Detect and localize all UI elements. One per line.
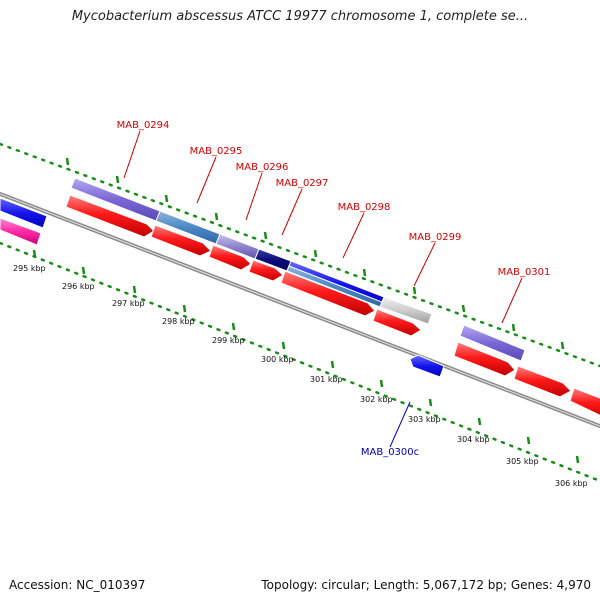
backbone-line [0,193,600,427]
tick-mark [477,417,482,426]
cds-arrow[interactable] [453,341,516,377]
leader-line [413,242,436,287]
gene-label-mab-0299[interactable]: MAB_0299 [409,232,462,243]
gene-bar-mab-0301[interactable] [459,324,526,362]
cds-arrow[interactable] [208,244,252,271]
backbone [0,191,600,429]
gene-label-mab-0295[interactable]: MAB_0295 [190,146,243,157]
tick-mark [263,231,268,240]
outer-ruler-dots [0,142,600,368]
tick-mark [362,268,367,277]
label-leaders [123,130,523,448]
tick-mark [575,455,580,464]
gene-bar-left-pink[interactable] [0,217,42,246]
tick-mark [379,379,384,388]
gene-label-mab-0297[interactable]: MAB_0297 [276,178,329,189]
scale-label: 301 kbp [310,375,343,384]
tick-mark [164,194,169,203]
tick-mark [412,286,417,295]
gene-track [0,177,526,362]
tick-mark [65,157,70,166]
scale-label: 304 kbp [457,435,490,444]
tick-mark [132,285,137,294]
cds-arrow[interactable] [280,270,376,317]
genome-summary-text: Topology: circular; Length: 5,067,172 bp… [261,578,591,592]
tick-mark [313,249,318,258]
leader-line [389,401,411,448]
scale-label: 303 kbp [408,415,441,424]
accession-text: Accession: NC_010397 [9,578,146,592]
tick-mark [281,341,286,350]
leader-line [196,156,217,204]
scale-label: 306 kbp [555,479,588,488]
scale-label: 300 kbp [261,355,294,364]
gene-label-mab-0294[interactable]: MAB_0294 [117,120,170,131]
tick-mark [182,304,187,313]
cds-arrow[interactable] [150,224,212,257]
reverse-gene-mab-0300c[interactable] [409,354,445,378]
cds-track [65,194,600,420]
tick-mark [461,304,466,313]
map-title: Mycobacterium abscessus ATCC 19977 chrom… [71,9,529,24]
tick-mark [231,322,236,331]
scale-label: 302 kbp [360,395,393,404]
cds-arrow[interactable] [513,365,572,398]
inner-ruler-dots [0,241,600,483]
ruler [0,142,600,483]
gene-labels: MAB_0294 MAB_0295 MAB_0296 MAB_0297 MAB_… [117,120,551,458]
scale-label: 296 kbp [62,282,95,291]
cds-arrow[interactable] [569,387,600,420]
leader-line [342,212,365,259]
scale-label: 295 kbp [13,264,46,273]
leader-line [501,277,523,324]
scale-label: 305 kbp [506,457,539,466]
tick-mark [32,249,37,258]
gene-label-mab-0300c[interactable]: MAB_0300c [361,447,419,458]
scale-label: 298 kbp [162,317,195,326]
tick-mark [511,323,516,332]
tick-mark [428,398,433,407]
tick-mark [560,341,565,350]
inner-ticks [32,249,580,464]
tick-mark [81,266,86,275]
cds-arrow[interactable] [372,308,422,337]
outer-ticks [65,157,565,350]
gene-bar-mab-0299[interactable] [379,296,433,325]
tick-mark [526,436,531,445]
cds-arrow[interactable] [248,259,284,282]
tick-mark [115,175,120,184]
tick-mark [214,212,219,221]
tick-mark [330,360,335,369]
leader-line [123,130,141,179]
cds-arrow[interactable] [65,194,155,238]
gene-label-mab-0298[interactable]: MAB_0298 [338,202,391,213]
leader-line [245,172,263,221]
gene-bar-left-blue[interactable] [0,197,48,229]
scale-label: 297 kbp [112,299,145,308]
gene-label-mab-0301[interactable]: MAB_0301 [498,267,551,278]
gene-label-mab-0296[interactable]: MAB_0296 [236,162,289,173]
scale-label: 299 kbp [212,336,245,345]
leader-line [281,188,303,236]
scale-labels: 295 kbp 296 kbp 297 kbp 298 kbp 299 kbp … [13,264,588,488]
